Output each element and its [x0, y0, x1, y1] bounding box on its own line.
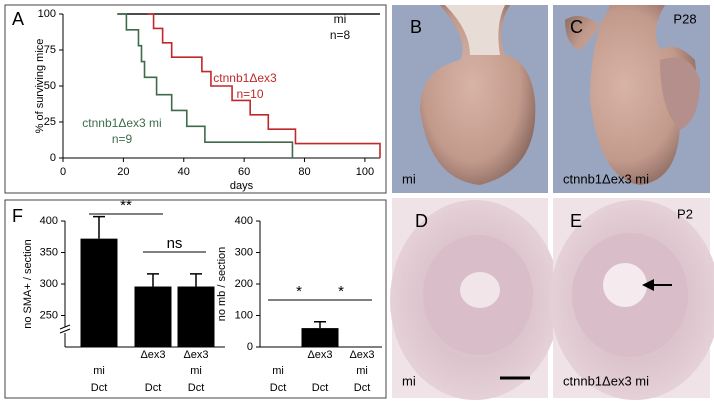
- photo-caption: mi: [402, 373, 416, 388]
- error-bar: [93, 215, 105, 239]
- y-tick-label: 0: [247, 341, 253, 353]
- y-tick-label: 100: [235, 309, 253, 321]
- x-tick-label: 0: [60, 166, 66, 178]
- photo-stage: P2: [677, 206, 693, 221]
- panel-label: E: [570, 211, 582, 231]
- x-tick-label: Dct: [312, 382, 329, 394]
- significance-label: *: [338, 283, 344, 300]
- x-tick-label: mi: [356, 365, 368, 377]
- x-tick-label: Dct: [145, 382, 162, 394]
- y-tick-label: 75: [44, 44, 56, 56]
- axis-break: [59, 328, 71, 334]
- photo-c: [553, 5, 710, 193]
- y-tick-label: 25: [44, 116, 56, 128]
- photo-caption: mi: [402, 171, 416, 186]
- y-tick-label: 100: [38, 8, 56, 20]
- y-tick-label: 0: [50, 152, 56, 164]
- x-axis-label: days: [230, 180, 254, 192]
- error-bar: [147, 273, 159, 287]
- photo-caption: ctnnb1Δex3 mi: [563, 171, 649, 186]
- error-bar: [314, 321, 326, 329]
- survival-line: [117, 13, 294, 158]
- panel-label: B: [410, 17, 422, 37]
- y-tick-label: 250: [40, 309, 58, 321]
- x-tick-label: mi: [190, 365, 202, 377]
- y-tick-label: 400: [235, 215, 253, 227]
- series-label: mi: [334, 12, 347, 26]
- x-tick-label: Δex3: [183, 349, 208, 361]
- x-tick-label: 80: [298, 166, 310, 178]
- y-tick-label: 300: [40, 278, 58, 290]
- axis-break-gap: [59, 327, 71, 333]
- y-axis-label: no SMA+ / section: [22, 239, 34, 329]
- photo-stage: P28: [673, 11, 696, 26]
- significance-label: **: [120, 197, 132, 214]
- series-annotation: n=9: [112, 132, 133, 146]
- series-label: ctnnb1Δex3 mi: [82, 116, 161, 130]
- panel-label: F: [12, 206, 23, 226]
- significance-label: *: [296, 283, 302, 300]
- x-tick-label: Dct: [188, 382, 205, 394]
- x-tick-label: Dct: [270, 382, 287, 394]
- bar: [80, 238, 118, 347]
- y-tick-label: 200: [235, 278, 253, 290]
- x-tick-label: 60: [238, 166, 250, 178]
- series-annotation: n=8: [330, 28, 351, 42]
- x-tick-label: Δex3: [140, 349, 165, 361]
- bar: [301, 328, 339, 347]
- y-tick-label: 400: [40, 215, 58, 227]
- series-annotation: n=10: [236, 87, 263, 101]
- error-bar: [190, 273, 202, 287]
- series-label: ctnnb1Δex3: [213, 71, 277, 85]
- photo-b: [392, 5, 548, 193]
- x-tick-label: Dct: [354, 382, 371, 394]
- x-tick-label: mi: [93, 365, 105, 377]
- photo-caption: ctnnb1Δex3 mi: [563, 373, 649, 388]
- axis-break: [59, 324, 71, 330]
- y-axis-label: % of surviving mice: [34, 39, 46, 134]
- bar: [177, 286, 215, 347]
- x-tick-label: mi: [272, 365, 284, 377]
- x-tick-label: 100: [356, 166, 374, 178]
- panel-label: D: [415, 211, 428, 231]
- x-tick-label: 40: [178, 166, 190, 178]
- bar: [134, 286, 172, 347]
- survival-line: [147, 13, 381, 158]
- x-tick-label: Δex3: [307, 349, 332, 361]
- x-tick-label: Dct: [91, 382, 108, 394]
- panel-frame: [4, 4, 387, 194]
- y-tick-label: 350: [40, 246, 58, 258]
- photo-d: [390, 198, 560, 400]
- photo-e: [550, 198, 714, 400]
- arrow: [642, 279, 654, 291]
- y-axis-label: no mb / section: [216, 247, 228, 322]
- panel-label: C: [570, 17, 583, 37]
- y-tick-label: 50: [44, 80, 56, 92]
- panel-label: A: [12, 9, 24, 29]
- x-tick-label: 20: [117, 166, 129, 178]
- significance-label: ns: [167, 235, 183, 252]
- x-tick-label: Δex3: [349, 349, 374, 361]
- y-tick-label: 300: [235, 246, 253, 258]
